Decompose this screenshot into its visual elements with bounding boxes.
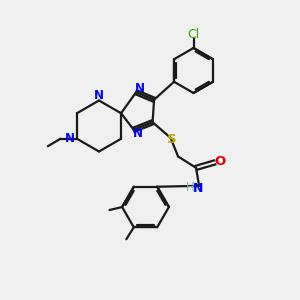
- Text: N: N: [65, 132, 75, 145]
- Text: Cl: Cl: [188, 28, 200, 41]
- Text: N: N: [94, 88, 104, 102]
- Text: N: N: [192, 182, 203, 195]
- Text: O: O: [214, 155, 225, 168]
- Text: N: N: [135, 82, 145, 95]
- Text: H: H: [186, 181, 194, 194]
- Text: S: S: [167, 133, 176, 146]
- Text: N: N: [133, 128, 143, 140]
